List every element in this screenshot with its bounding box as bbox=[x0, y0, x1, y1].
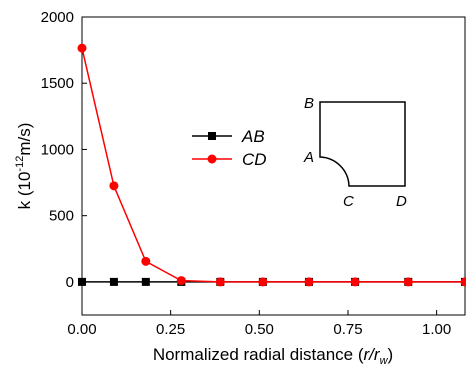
data-point-cd bbox=[215, 277, 225, 287]
series-line-cd bbox=[81, 47, 465, 283]
inset-label-b: B bbox=[304, 95, 314, 112]
y-axis-title-sup: -12 bbox=[14, 156, 26, 172]
x-tick-label: 0.25 bbox=[156, 321, 185, 338]
y-tick-label: 1500 bbox=[41, 75, 74, 92]
x-tick-label: 1.00 bbox=[422, 321, 451, 338]
data-point-cd bbox=[460, 277, 466, 287]
x-tick-label: 0.00 bbox=[67, 321, 96, 338]
data-point-ab bbox=[109, 277, 118, 286]
x-axis-ticks: 0.00 0.25 0.50 0.75 1.00 bbox=[67, 310, 451, 338]
x-axis-title: Normalized radial distance (r/rw) bbox=[153, 345, 393, 367]
legend: AB CD bbox=[192, 127, 267, 169]
x-tick-label: 0.50 bbox=[245, 321, 274, 338]
legend-label-cd: CD bbox=[242, 150, 267, 169]
inset-label-a: A bbox=[303, 149, 314, 166]
legend-label-ab: AB bbox=[241, 127, 265, 146]
series-layer bbox=[77, 43, 466, 287]
data-point-cd bbox=[403, 277, 413, 287]
legend-marker-ab bbox=[208, 132, 216, 140]
legend-entry-ab: AB bbox=[192, 127, 265, 146]
x-axis-title-sub: w bbox=[380, 355, 389, 367]
y-axis-title-suffix: m/s) bbox=[15, 123, 34, 156]
legend-entry-cd: CD bbox=[192, 150, 267, 169]
y-tick-label: 2000 bbox=[41, 9, 74, 26]
data-point-ab bbox=[141, 277, 150, 286]
y-axis-title-prefix: k (10 bbox=[15, 172, 34, 210]
x-axis-title-suffix: ) bbox=[388, 345, 394, 364]
y-tick-label: 1000 bbox=[41, 141, 74, 158]
y-axis-ticks: 0 500 1000 1500 2000 bbox=[41, 9, 87, 291]
x-axis-title-prefix: Normalized radial distance ( bbox=[153, 345, 364, 364]
data-point-cd bbox=[77, 43, 87, 53]
data-point-cd bbox=[141, 256, 151, 266]
inset-label-c: C bbox=[343, 193, 354, 210]
inset-schematic: A B C D bbox=[303, 95, 407, 210]
legend-marker-cd bbox=[207, 154, 217, 164]
data-point-cd bbox=[304, 277, 314, 287]
data-point-cd bbox=[176, 276, 186, 286]
inset-label-d: D bbox=[396, 193, 407, 210]
data-point-cd bbox=[350, 277, 360, 287]
data-point-cd bbox=[109, 181, 119, 191]
y-tick-label: 500 bbox=[49, 208, 74, 225]
x-axis-title-var: r/r bbox=[364, 345, 381, 364]
x-tick-label: 0.75 bbox=[333, 321, 362, 338]
data-point-ab bbox=[78, 277, 86, 286]
y-tick-label: 0 bbox=[66, 274, 74, 291]
data-point-cd bbox=[258, 277, 268, 287]
plot-area-frame bbox=[81, 16, 466, 316]
y-axis-title: k (10-12m/s) bbox=[14, 123, 34, 210]
inset-shape bbox=[319, 101, 406, 187]
